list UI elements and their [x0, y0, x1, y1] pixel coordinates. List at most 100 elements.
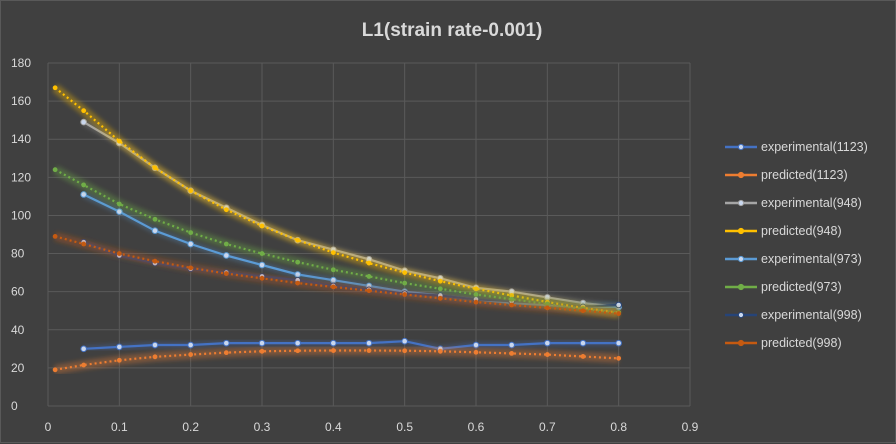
data-point [616, 311, 622, 316]
legend-item[interactable]: predicted(1123) [725, 168, 848, 182]
legend-item[interactable]: predicted(973) [725, 280, 842, 294]
data-point [402, 270, 408, 276]
data-point [52, 167, 58, 173]
data-point [295, 237, 301, 243]
x-tick-label: 0.3 [254, 420, 271, 434]
x-tick-label: 0.7 [539, 420, 556, 434]
data-point [258, 339, 266, 347]
series-predicted(973) [52, 165, 622, 318]
data-point [81, 108, 87, 114]
data-point [223, 241, 229, 247]
data-point [223, 271, 229, 276]
data-point [294, 271, 301, 278]
series-line [54, 168, 619, 314]
data-point [187, 240, 194, 248]
data-point [401, 337, 408, 345]
data-point [152, 354, 158, 360]
data-point [365, 339, 373, 347]
data-point [295, 348, 301, 354]
y-tick-label: 120 [11, 170, 31, 184]
x-tick-label: 0.6 [468, 420, 485, 434]
data-point [52, 367, 58, 373]
x-tick-label: 0.9 [682, 420, 699, 434]
y-tick-label: 60 [11, 285, 25, 299]
legend-label: experimental(973) [761, 252, 862, 266]
legend-swatch-marker [737, 171, 745, 179]
data-point [81, 182, 87, 188]
chart-title: L1(strain rate-0.001) [362, 20, 543, 41]
legend-item[interactable]: predicted(948) [725, 224, 842, 238]
legend-item[interactable]: experimental(1123) [725, 140, 868, 154]
series-experimental(1123) [80, 337, 622, 353]
legend-label: predicted(948) [761, 224, 842, 238]
y-tick-label: 140 [11, 132, 31, 146]
data-point [80, 191, 87, 198]
series-predicted(998) [52, 232, 622, 319]
data-point [188, 352, 194, 357]
legend[interactable]: experimental(1123) predicted(1123) experim… [725, 140, 868, 350]
data-point [472, 341, 480, 349]
data-point [437, 286, 443, 292]
data-point [437, 278, 443, 284]
data-point [402, 348, 408, 354]
data-point [116, 201, 122, 207]
legend-item[interactable]: predicted(998) [725, 336, 842, 350]
data-point [330, 339, 337, 347]
data-point [80, 345, 87, 353]
data-point [152, 165, 158, 171]
data-point [508, 341, 515, 349]
data-point [473, 349, 479, 355]
data-point [509, 351, 515, 356]
data-point [81, 241, 87, 247]
data-point [81, 362, 87, 368]
legend-swatch-marker [737, 143, 745, 151]
data-point [152, 258, 158, 264]
data-point [259, 251, 265, 256]
series-glow [82, 119, 620, 310]
data-point [330, 267, 336, 273]
legend-swatch-marker [737, 255, 745, 263]
data-point [330, 348, 336, 353]
y-tick-label: 40 [11, 323, 25, 337]
y-tick-label: 160 [11, 94, 31, 108]
data-point [366, 348, 372, 353]
data-point [437, 295, 443, 301]
data-point [473, 299, 479, 305]
x-tick-label: 0.1 [111, 420, 128, 434]
x-axis-ticks: 0 0.1 0.2 0.3 0.4 0.5 0.6 0.7 0.8 0.9 [45, 420, 699, 434]
data-point [295, 259, 301, 265]
legend-item[interactable]: experimental(973) [725, 252, 862, 266]
legend-item[interactable]: experimental(948) [725, 196, 862, 210]
y-axis-ticks: 0 20 40 60 80 100 120 140 160 180 [11, 56, 31, 413]
data-point [616, 355, 622, 361]
data-point [116, 343, 123, 351]
data-point [223, 252, 230, 259]
data-point [402, 280, 408, 286]
data-point [258, 261, 266, 269]
x-tick-label: 0.5 [396, 420, 413, 434]
data-point [116, 138, 122, 144]
legend-label: predicted(998) [761, 336, 842, 350]
legend-swatch-marker [737, 339, 745, 347]
legend-swatch-marker [737, 227, 745, 235]
series-layer [52, 84, 622, 375]
data-point [509, 302, 515, 308]
legend-swatch-marker [737, 283, 745, 291]
data-point [52, 234, 58, 239]
x-tick-label: 0.2 [182, 420, 199, 434]
x-tick-label: 0.4 [325, 420, 342, 434]
series-line [83, 340, 619, 350]
x-tick-label: 0.8 [610, 420, 627, 434]
legend-label: experimental(1123) [761, 140, 868, 154]
data-point [366, 274, 372, 279]
data-point [579, 339, 587, 347]
legend-item[interactable]: experimental(998) [725, 308, 862, 322]
data-point [615, 301, 622, 309]
data-point [366, 288, 372, 294]
data-point [151, 227, 159, 234]
data-point [402, 292, 408, 297]
data-point [615, 339, 622, 347]
series-line [83, 121, 619, 308]
